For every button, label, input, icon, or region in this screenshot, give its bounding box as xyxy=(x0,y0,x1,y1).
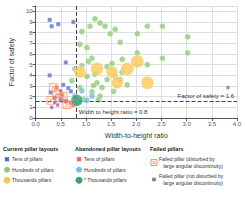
svg-text:Factor of safety: Factor of safety xyxy=(8,37,16,86)
svg-text:9: 9 xyxy=(29,19,33,25)
svg-text:Current pillar layouts: Current pillar layouts xyxy=(3,146,58,152)
svg-text:2: 2 xyxy=(29,94,33,100)
svg-text:large angular discontinuity): large angular discontinuity) xyxy=(159,163,223,169)
svg-text:8: 8 xyxy=(29,30,33,36)
svg-text:2.0: 2.0 xyxy=(132,121,141,127)
svg-text:Failed pillar (disturbed by: Failed pillar (disturbed by xyxy=(159,156,215,162)
svg-text:2.5: 2.5 xyxy=(157,121,166,127)
svg-text:7: 7 xyxy=(29,40,33,46)
svg-text:Tens of pillars: Tens of pillars xyxy=(12,156,43,162)
svg-text:3.0: 3.0 xyxy=(182,121,191,127)
svg-text:4: 4 xyxy=(29,72,33,78)
svg-text:Width-to-height ratio: Width-to-height ratio xyxy=(105,132,168,140)
svg-text:4.0: 4.0 xyxy=(233,121,242,127)
svg-text:1: 1 xyxy=(29,104,33,110)
svg-text:* Thousands pillars: * Thousands pillars xyxy=(84,177,127,183)
svg-text:1.0: 1.0 xyxy=(82,121,91,127)
svg-text:Failed pillar (not disturbed b: Failed pillar (not disturbed by xyxy=(159,173,224,179)
svg-text:1.5: 1.5 xyxy=(107,121,116,127)
svg-text:0.0: 0.0 xyxy=(31,121,40,127)
svg-text:3.5: 3.5 xyxy=(208,121,217,127)
svg-text:10: 10 xyxy=(26,8,33,14)
svg-text:Width to height ratio = 0.8: Width to height ratio = 0.8 xyxy=(79,109,148,115)
svg-text:Hundreds of pillars: Hundreds of pillars xyxy=(84,167,126,173)
svg-text:6: 6 xyxy=(29,51,33,57)
svg-text:0.5: 0.5 xyxy=(57,121,66,127)
svg-text:Hundreds of pillars: Hundreds of pillars xyxy=(12,167,54,173)
svg-text:Thousands pillars: Thousands pillars xyxy=(12,177,52,183)
svg-text:Factor of safety = 1.6: Factor of safety = 1.6 xyxy=(177,93,234,99)
svg-text:Abandoned pillar layouts: Abandoned pillar layouts xyxy=(75,146,141,152)
svg-text:Failed pillars: Failed pillars xyxy=(150,146,184,152)
svg-text:large angular discontinuity): large angular discontinuity) xyxy=(159,180,223,186)
svg-text:3: 3 xyxy=(29,83,33,89)
svg-text:Tens of pillars: Tens of pillars xyxy=(84,156,115,162)
svg-text:5: 5 xyxy=(29,62,33,68)
svg-text:0: 0 xyxy=(29,115,33,121)
